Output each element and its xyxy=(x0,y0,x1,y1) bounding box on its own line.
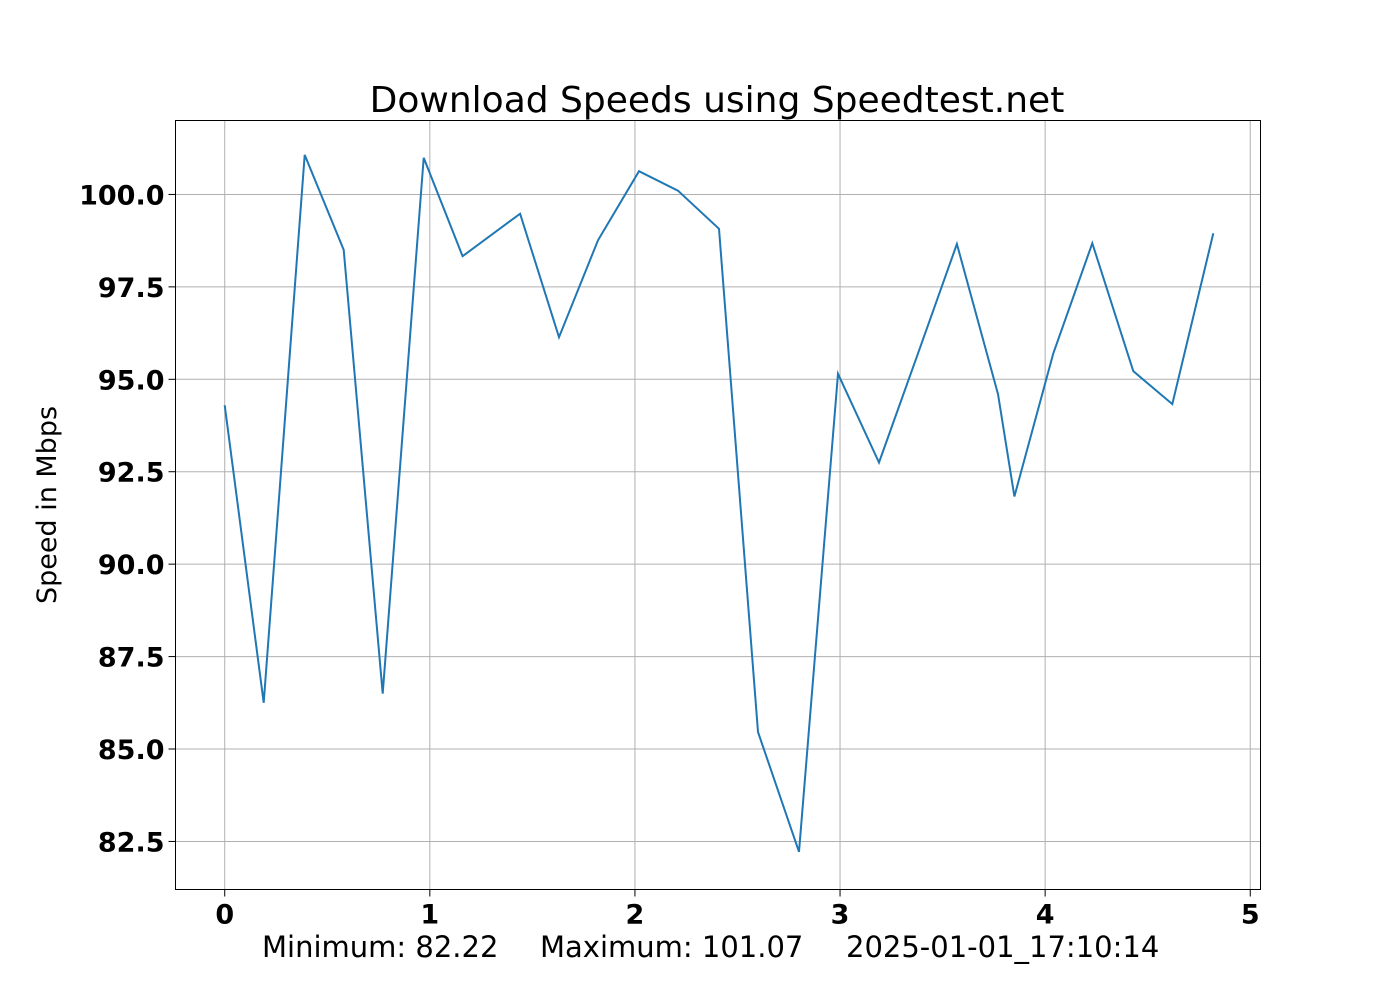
x-tick-label: 3 xyxy=(831,900,850,931)
footer: Minimum: 82.22 Maximum: 101.07 2025-01-0… xyxy=(262,930,1159,964)
footer-maximum: Maximum: 101.07 xyxy=(540,930,803,964)
y-tick-label: 100.0 xyxy=(79,180,164,211)
x-tick-label: 1 xyxy=(420,900,439,931)
y-tick-label: 87.5 xyxy=(98,643,165,674)
series-line xyxy=(223,154,1215,853)
plot-area xyxy=(223,154,1215,853)
y-tick-label: 90.0 xyxy=(98,550,165,581)
y-tick-label: 97.5 xyxy=(98,273,165,304)
x-tick-label: 2 xyxy=(626,900,645,931)
footer-timestamp: 2025-01-01_17:10:14 xyxy=(846,930,1159,964)
y-tick-label: 92.5 xyxy=(98,458,165,489)
chart-title: Download Speeds using Speedtest.net xyxy=(370,80,1065,121)
x-tick-label: 0 xyxy=(215,900,234,931)
axis-ticks: 0 1 2 3 4 5 82.5 85.0 87.5 90.0 92.5 95.0 97.5 100.0 xyxy=(79,180,1260,930)
footer-minimum: Minimum: 82.22 xyxy=(262,930,498,964)
y-tick-label: 85.0 xyxy=(98,735,165,766)
axes-frame xyxy=(175,120,1261,890)
x-tick-label: 5 xyxy=(1241,900,1260,931)
y-tick-label: 82.5 xyxy=(98,827,165,858)
grid xyxy=(175,120,1261,890)
x-tick-label: 4 xyxy=(1036,900,1055,931)
y-axis-label: Speed in Mbps xyxy=(32,406,63,604)
y-tick-label: 95.0 xyxy=(98,365,165,396)
